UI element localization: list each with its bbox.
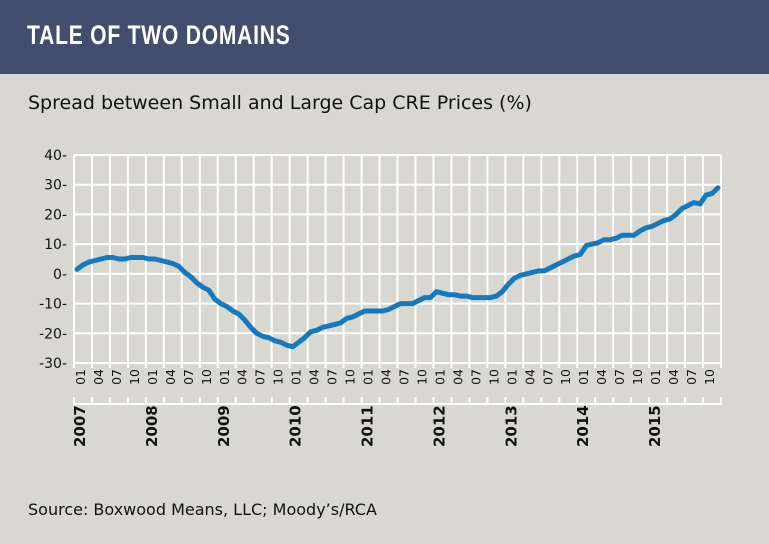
month-tick-label: 07 [396, 369, 411, 385]
month-tick-label: 07 [181, 369, 196, 385]
month-tick-label: 10 [486, 369, 501, 385]
year-label: 2008 [143, 405, 161, 447]
y-tick-label: -30- [39, 356, 67, 372]
month-tick-label: 04 [450, 369, 465, 385]
month-tick-label: 07 [325, 369, 340, 385]
year-label: 2015 [646, 405, 664, 447]
header-bar: TALE OF TWO DOMAINS [0, 0, 769, 74]
y-tick-label: 20- [44, 207, 67, 223]
month-tick-label: 10 [702, 369, 717, 385]
month-tick-label: 01 [576, 369, 591, 385]
month-tick-label: 01 [432, 369, 447, 385]
month-tick-label: 10 [558, 369, 573, 385]
source-note: Source: Boxwood Means, LLC; Moody’s/RCA [28, 500, 377, 519]
month-tick-label: 04 [594, 369, 609, 385]
month-tick-label: 10 [343, 369, 358, 385]
month-tick-label: 07 [468, 369, 483, 385]
month-tick-label: 04 [379, 369, 394, 385]
month-tick-label: 10 [271, 369, 286, 385]
year-label: 2007 [71, 405, 89, 447]
month-tick-label: 04 [91, 369, 106, 385]
month-tick-label: 04 [666, 369, 681, 385]
chart-subtitle: Spread between Small and Large Cap CRE P… [28, 92, 532, 114]
month-tick-label: 04 [163, 369, 178, 385]
chart-title: TALE OF TWO DOMAINS [27, 20, 291, 50]
month-tick-label: 01 [361, 369, 376, 385]
y-tick-label: -20- [39, 326, 67, 342]
year-label: 2013 [502, 405, 520, 447]
month-tick-label: 07 [540, 369, 555, 385]
month-tick-label: 01 [73, 369, 88, 385]
month-tick-label: 07 [612, 369, 627, 385]
month-tick-label: 01 [504, 369, 519, 385]
month-tick-label: 01 [217, 369, 232, 385]
y-tick-label: 0- [53, 267, 67, 283]
month-tick-label: 01 [289, 369, 304, 385]
month-tick-label: 07 [109, 369, 124, 385]
y-tick-label: 10- [44, 237, 67, 253]
month-tick-label: 07 [684, 369, 699, 385]
y-tick-label: -10- [39, 297, 67, 313]
month-tick-label: 04 [307, 369, 322, 385]
year-label: 2014 [574, 405, 592, 447]
y-tick-label: 30- [44, 178, 67, 194]
month-tick-label: 10 [127, 369, 142, 385]
month-tick-label: 04 [235, 369, 250, 385]
month-tick-label: 01 [648, 369, 663, 385]
year-label: 2009 [215, 405, 233, 447]
spread-series-line [74, 185, 721, 350]
y-tick-label: 40- [44, 148, 67, 164]
month-tick-label: 01 [145, 369, 160, 385]
year-label: 2010 [287, 405, 305, 447]
month-tick-label: 10 [414, 369, 429, 385]
year-label: 2011 [359, 405, 377, 447]
month-tick-label: 07 [253, 369, 268, 385]
year-label: 2012 [430, 405, 448, 447]
month-tick-label: 04 [522, 369, 537, 385]
month-tick-label: 10 [630, 369, 645, 385]
month-tick-label: 10 [199, 369, 214, 385]
